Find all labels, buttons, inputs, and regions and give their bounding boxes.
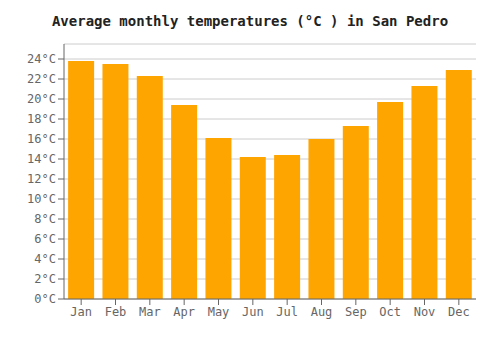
svg-text:18°C: 18°C — [27, 112, 56, 126]
svg-text:Mar: Mar — [139, 305, 161, 319]
svg-text:Apr: Apr — [173, 305, 195, 319]
svg-text:16°C: 16°C — [27, 132, 56, 146]
svg-text:10°C: 10°C — [27, 192, 56, 206]
svg-text:Feb: Feb — [105, 305, 127, 319]
svg-text:6°C: 6°C — [34, 232, 56, 246]
svg-text:4°C: 4°C — [34, 252, 56, 266]
svg-text:14°C: 14°C — [27, 152, 56, 166]
svg-text:Jul: Jul — [276, 305, 298, 319]
svg-text:Jun: Jun — [242, 305, 264, 319]
svg-text:May: May — [208, 305, 230, 319]
svg-text:Sep: Sep — [345, 305, 367, 319]
svg-text:24°C: 24°C — [27, 52, 56, 66]
svg-text:8°C: 8°C — [34, 212, 56, 226]
svg-text:22°C: 22°C — [27, 72, 56, 86]
svg-text:Dec: Dec — [448, 305, 470, 319]
svg-text:Nov: Nov — [414, 305, 436, 319]
svg-text:Jan: Jan — [70, 305, 92, 319]
svg-text:12°C: 12°C — [27, 172, 56, 186]
svg-text:2°C: 2°C — [34, 272, 56, 286]
svg-text:20°C: 20°C — [27, 92, 56, 106]
svg-text:Aug: Aug — [311, 305, 333, 319]
svg-text:0°C: 0°C — [34, 292, 56, 306]
html-text:Average monthly temperatures (: Average monthly temperatures (°C ) in Sa… — [51, 13, 449, 29]
svg-text:Oct: Oct — [379, 305, 401, 319]
